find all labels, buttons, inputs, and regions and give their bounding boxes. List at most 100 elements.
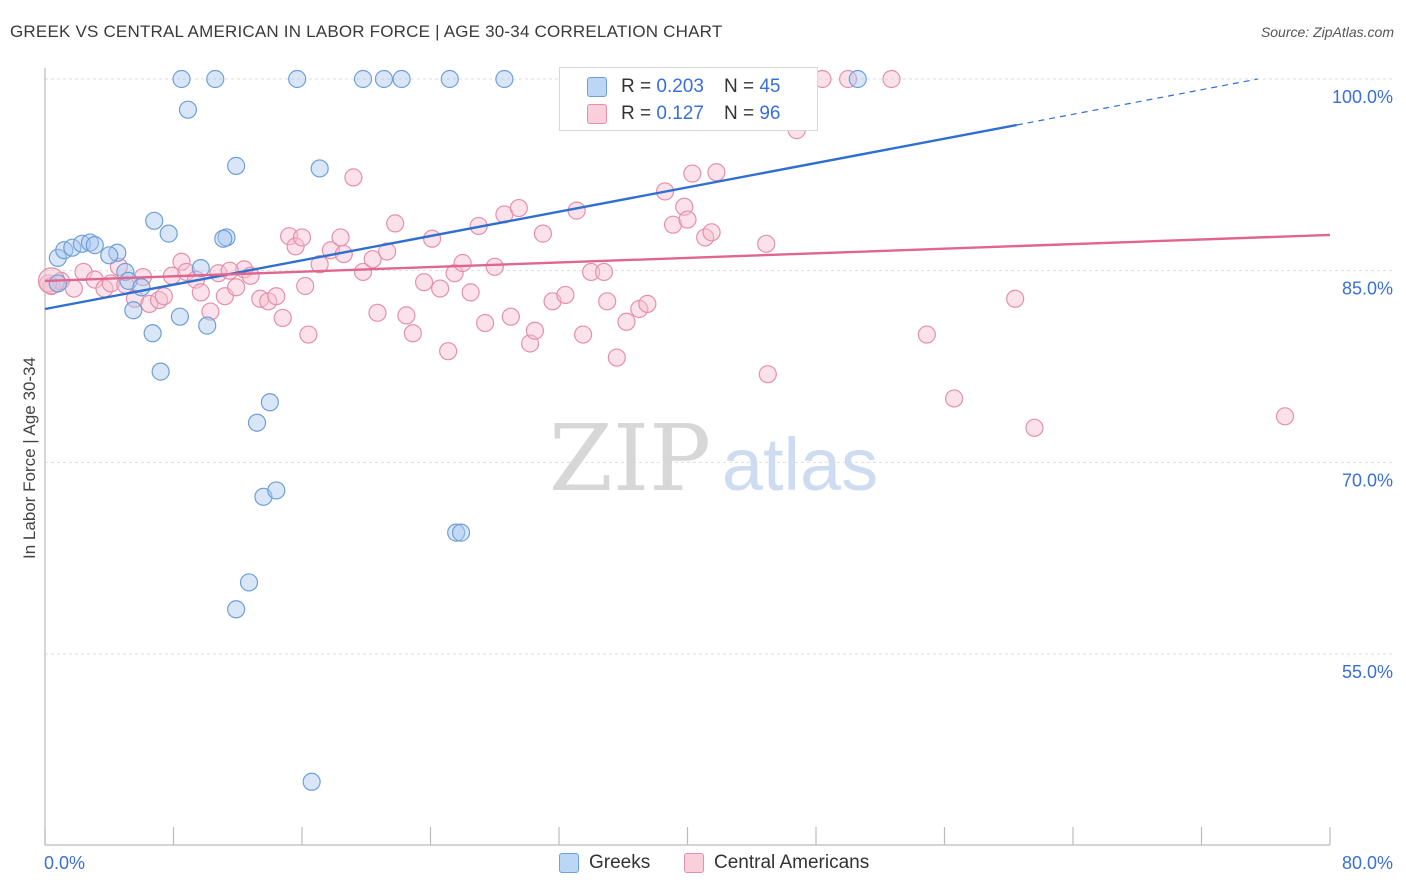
watermark-atlas: atlas <box>722 423 878 506</box>
central-american-point <box>344 168 363 187</box>
y-axis-label: In Labor Force | Age 30-34 <box>20 357 39 559</box>
greeks-n-value: 45 <box>759 76 781 97</box>
legend-row-central: R = 0.127 N = 96 <box>560 100 780 128</box>
y-tick-label: 85.0% <box>1342 279 1393 299</box>
legend-row-greeks: R = 0.203 N = 45 <box>560 73 780 101</box>
greeks-swatch <box>587 77 607 97</box>
central-n-value: 96 <box>759 103 781 124</box>
central-american-point <box>882 69 901 89</box>
central-american-point <box>617 312 636 331</box>
greek-point <box>227 600 246 619</box>
central-american-point <box>397 306 416 325</box>
greek-trend-extension <box>1016 78 1258 126</box>
central-american-point <box>439 342 458 361</box>
chart-title: GREEK VS CENTRAL AMERICAN IN LABOR FORCE… <box>10 22 723 41</box>
central-american-point <box>533 224 553 243</box>
legend-item-greeks[interactable]: Greeks <box>559 852 650 874</box>
central-american-point <box>201 302 220 321</box>
central-american-point <box>299 325 318 344</box>
greek-point <box>132 278 151 297</box>
greek-point <box>206 69 225 89</box>
central-american-point <box>485 257 504 276</box>
greek-point <box>124 301 143 320</box>
series-legend: Greeks Central Americans <box>0 852 1406 878</box>
central-american-point <box>453 253 472 273</box>
central-american-trend-line <box>44 233 1331 283</box>
central-american-point <box>386 214 405 233</box>
central-legend-swatch <box>684 853 704 873</box>
central-american-point <box>461 283 480 302</box>
central-american-point <box>945 389 964 408</box>
central-american-point <box>582 262 601 282</box>
greek-point <box>170 307 190 326</box>
central-american-point <box>702 223 721 242</box>
central-american-point <box>1025 418 1044 437</box>
y-tick-label: 55.0% <box>1342 662 1393 682</box>
central-american-point <box>267 287 286 306</box>
central-american-point <box>227 278 246 297</box>
central-american-point <box>1275 407 1295 426</box>
greek-point <box>495 69 514 89</box>
central-american-point <box>140 294 159 313</box>
greek-point <box>85 236 104 255</box>
x-tick-label: 0.0% <box>44 853 85 873</box>
x-tick-label: 80.0% <box>1342 853 1393 873</box>
greek-point <box>143 324 162 343</box>
central-american-point <box>423 229 442 248</box>
stats-legend: R = 0.203 N = 45 R = 0.127 N = 96 <box>559 67 818 131</box>
central-american-point <box>414 273 434 292</box>
central-american-point <box>1006 289 1025 308</box>
central-n-label: N = <box>723 103 755 124</box>
central-american-point <box>64 279 84 298</box>
central-american-point <box>678 210 697 229</box>
greek-point <box>302 772 321 791</box>
central-american-point <box>594 262 614 282</box>
central-american-point <box>917 325 936 344</box>
central-american-point <box>501 307 520 326</box>
central-american-point <box>273 308 292 328</box>
central-american-point <box>683 164 702 183</box>
greek-point <box>100 246 119 265</box>
central-american-point <box>509 198 528 218</box>
central-american-point <box>353 262 373 282</box>
central-american-point <box>154 287 173 306</box>
greek-point <box>447 523 466 542</box>
central-american-point <box>758 365 777 384</box>
y-tick-label: 70.0% <box>1342 470 1393 490</box>
greeks-n-label: N = <box>723 76 755 97</box>
central-american-point <box>663 215 683 234</box>
greeks-r-label: R = <box>621 76 652 97</box>
legend-item-central[interactable]: Central Americans <box>684 852 869 874</box>
greek-point <box>247 413 267 432</box>
central-american-point <box>286 237 305 256</box>
greek-trend-line <box>44 123 1018 311</box>
greek-point <box>178 100 198 119</box>
central-american-points <box>37 69 1295 437</box>
central-american-point <box>363 250 382 269</box>
central-american-point <box>191 283 210 302</box>
greek-point <box>214 229 233 248</box>
central-american-point <box>556 285 575 305</box>
central-american-point <box>125 289 145 308</box>
greek-point <box>440 69 459 89</box>
central-american-point <box>757 234 776 253</box>
greek-point <box>260 393 279 412</box>
central-legend-label: Central Americans <box>714 852 870 873</box>
central-american-point <box>476 313 495 333</box>
central-r-value: 0.127 <box>656 103 704 124</box>
greek-point <box>191 259 210 278</box>
central-r-label: R = <box>621 103 652 124</box>
greek-point <box>63 238 82 257</box>
greek-point <box>145 211 164 230</box>
greek-points <box>48 69 867 791</box>
greeks-legend-swatch <box>559 853 579 873</box>
greek-point <box>288 69 307 89</box>
tick-labels: 100.0% 85.0% 70.0% 55.0% 0.0% 80.0% <box>44 87 1393 873</box>
trend-lines <box>44 78 1331 311</box>
greek-point <box>80 233 100 252</box>
greek-point <box>353 69 373 89</box>
central-american-point <box>331 228 350 247</box>
greek-point <box>310 159 329 178</box>
greek-point <box>151 362 170 381</box>
